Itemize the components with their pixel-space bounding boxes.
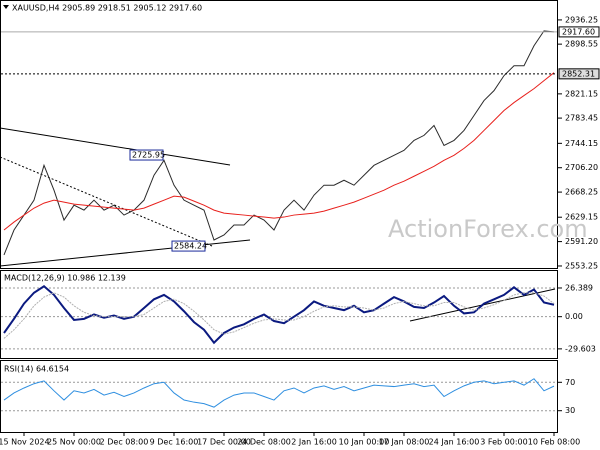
watermark: ActionForex.com bbox=[388, 215, 588, 243]
y-tick-label: 2898.55 bbox=[565, 40, 598, 49]
x-tick-label: 15 Nov 2024 bbox=[0, 438, 50, 447]
price-label: 2917.60 bbox=[562, 27, 595, 36]
trendline bbox=[0, 127, 231, 166]
annotation-box bbox=[171, 240, 206, 252]
frames bbox=[0, 0, 558, 433]
annotation: 2725.95 bbox=[132, 151, 165, 160]
x-tick-label: 2 Dec 08:00 bbox=[100, 438, 149, 447]
y-tick-label: 26.389 bbox=[565, 283, 593, 292]
rsi-title: RSI(14) 64.6154 bbox=[4, 365, 69, 374]
x-tick-label: 3 Feb 00:00 bbox=[480, 438, 527, 447]
price-label: 2852.31 bbox=[562, 69, 595, 78]
x-tick-label: 24 Dec 08:00 bbox=[237, 438, 291, 447]
y-tick-label: 70 bbox=[565, 378, 575, 387]
series-line bbox=[3, 292, 555, 339]
chart-title: XAUUSD,H4 2905.89 2918.51 2905.12 2917.6… bbox=[12, 4, 202, 13]
series-line bbox=[3, 72, 555, 231]
annotation: 2584.24 bbox=[174, 242, 207, 251]
y-tick-label: 2629.15 bbox=[565, 213, 598, 222]
series-line bbox=[3, 378, 555, 408]
x-tick-label: 10 Jan 00:00 bbox=[339, 438, 390, 447]
y-tick-label: -29.603 bbox=[565, 344, 596, 353]
x-tick-label: 25 Nov 00:00 bbox=[47, 438, 101, 447]
y-tick-label: 2706.20 bbox=[565, 163, 598, 172]
y-tick-label: 30 bbox=[565, 406, 575, 415]
price-label-box bbox=[558, 68, 600, 80]
main-frame bbox=[0, 0, 558, 269]
y-tick-label: 2668.25 bbox=[565, 188, 598, 197]
y-tick-label: 2591.20 bbox=[565, 237, 598, 246]
y-tick-label: 0.00 bbox=[565, 312, 583, 321]
x-tick-label: 17 Jan 08:00 bbox=[379, 438, 430, 447]
x-tick-label: 17 Dec 00:00 bbox=[197, 438, 251, 447]
y-tick-label: 2744.15 bbox=[565, 139, 598, 148]
x-tick-label: 24 Jan 16:00 bbox=[429, 438, 480, 447]
macd-frame bbox=[0, 270, 558, 359]
macd-title: MACD(12,26,9) 10.986 12.139 bbox=[4, 274, 126, 283]
x-tick-label: 10 Feb 08:00 bbox=[528, 438, 580, 447]
price-label-box bbox=[558, 26, 600, 38]
y-tick-label: 2936.25 bbox=[565, 15, 598, 24]
rsi-frame bbox=[0, 360, 558, 433]
series-line bbox=[3, 284, 555, 345]
series-line bbox=[3, 30, 555, 256]
x-tick-label: 2 Jan 16:00 bbox=[291, 438, 337, 447]
y-tick-label: 2553.25 bbox=[565, 261, 598, 270]
annotation-box bbox=[129, 149, 164, 161]
y-tick-label: 2783.45 bbox=[565, 114, 598, 123]
y-tick-label: 2821.15 bbox=[565, 89, 598, 98]
title-arrow bbox=[3, 5, 9, 9]
x-tick-label: 9 Dec 16:00 bbox=[150, 438, 199, 447]
